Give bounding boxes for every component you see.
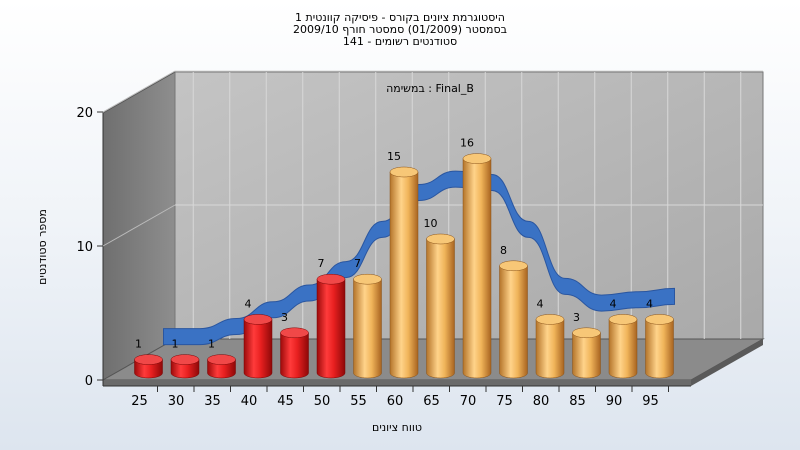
x-tick-label: 50 [314, 394, 331, 409]
bar: 8 [499, 244, 528, 379]
bar-top [207, 354, 236, 365]
x-axis-label: טווח ציונים [372, 421, 422, 434]
x-tick-label: 90 [606, 394, 623, 409]
x-tick-label: 60 [387, 394, 404, 409]
bar-value-label: 1 [208, 338, 215, 351]
bar-top [353, 273, 382, 285]
x-tick-label: 25 [131, 394, 148, 409]
x-tick-label: 55 [350, 394, 367, 409]
bar-top [608, 314, 638, 325]
x-tick-label: 95 [642, 394, 659, 409]
bar: 1 [207, 338, 236, 379]
x-tick-label: 30 [168, 394, 185, 409]
bar-value-label: 15 [387, 150, 401, 163]
bar-value-label: 4 [537, 297, 544, 310]
x-tick-label: 80 [533, 394, 550, 409]
bar-body [462, 158, 492, 379]
bar: 7 [353, 257, 382, 379]
bar-top [462, 153, 492, 164]
bar-body [280, 332, 309, 379]
y-tick-label: 10 [76, 240, 93, 255]
bar-top [134, 354, 163, 365]
bar-body [353, 278, 382, 379]
y-ticks: 0 10 20 [76, 106, 103, 389]
x-tick-label: 35 [204, 394, 221, 409]
bar: 7 [316, 257, 346, 379]
x-tick-label: 65 [423, 394, 440, 409]
floor-right-edge [691, 339, 763, 386]
x-tick-label: 70 [460, 394, 477, 409]
bar-value-label: 16 [460, 137, 474, 150]
bar-top [170, 354, 200, 365]
bar-body [499, 265, 528, 379]
bar-top [572, 327, 601, 339]
bar-value-label: 1 [135, 338, 142, 351]
bar: 4 [243, 297, 273, 379]
bar-body [389, 171, 419, 379]
bars: 1 1 1 4 3 7 7 15 10 16 8 4 3 4 4 [134, 137, 674, 379]
grid-line-side [102, 204, 176, 247]
bar-top [243, 314, 273, 325]
bar-body [426, 238, 455, 379]
bar-value-label: 7 [318, 257, 325, 270]
bar-value-label: 4 [245, 297, 252, 310]
chart-subtitle-students: סטודנטים רשומים - 141 [342, 35, 458, 48]
bar: 4 [645, 297, 674, 379]
bar: 16 [460, 137, 492, 379]
bar-body [608, 319, 638, 379]
chart-subtitle-semester: בסמסטר (01/2009) סמסטר חורף 2009/10 [293, 23, 507, 36]
x-tick-label: 40 [241, 394, 258, 409]
bar-value-label: 4 [610, 297, 617, 310]
bar-value-label: 7 [354, 257, 361, 270]
bar: 1 [134, 338, 163, 379]
bar: 1 [170, 338, 200, 379]
bar: 3 [572, 311, 601, 379]
floor-front-edge [103, 380, 691, 386]
x-tick-label: 75 [496, 394, 513, 409]
bar-value-label: 3 [573, 311, 580, 324]
bar: 3 [280, 311, 309, 379]
bar-top [535, 314, 565, 325]
grid-line-side [102, 70, 176, 113]
y-axis-label: מספר סטודנטים [36, 209, 49, 285]
chart-annotation: במשימה : Final_B [386, 82, 474, 95]
bar: 10 [424, 217, 455, 379]
bar: 4 [535, 297, 565, 379]
bar-value-label: 8 [500, 244, 507, 257]
chart-title: היסטוגרמת ציונים בקורס - פיסיקה קוונטית … [295, 11, 505, 24]
bar-value-label: 10 [424, 217, 438, 230]
bar: 15 [387, 150, 419, 379]
bar-top [645, 314, 674, 325]
bar-top [280, 327, 309, 339]
bar-body [572, 332, 601, 379]
y-tick-label: 20 [76, 106, 93, 121]
bar-body [316, 278, 346, 379]
x-ticks: 25 30 35 40 45 50 55 60 65 70 75 80 85 90 95 [131, 386, 669, 409]
bar-body [243, 319, 273, 379]
bar-top [316, 273, 346, 285]
bar-value-label: 4 [646, 297, 653, 310]
bar-value-label: 3 [281, 311, 288, 324]
bar: 4 [608, 297, 638, 379]
bar-body [535, 319, 565, 379]
bar-top [426, 233, 455, 245]
bar-top [499, 260, 528, 272]
y-tick-label: 0 [85, 374, 93, 389]
x-tick-label: 85 [569, 394, 586, 409]
x-tick-label: 45 [277, 394, 294, 409]
bar-top [389, 166, 419, 178]
bar-body [645, 319, 674, 379]
bar-value-label: 1 [172, 338, 179, 351]
